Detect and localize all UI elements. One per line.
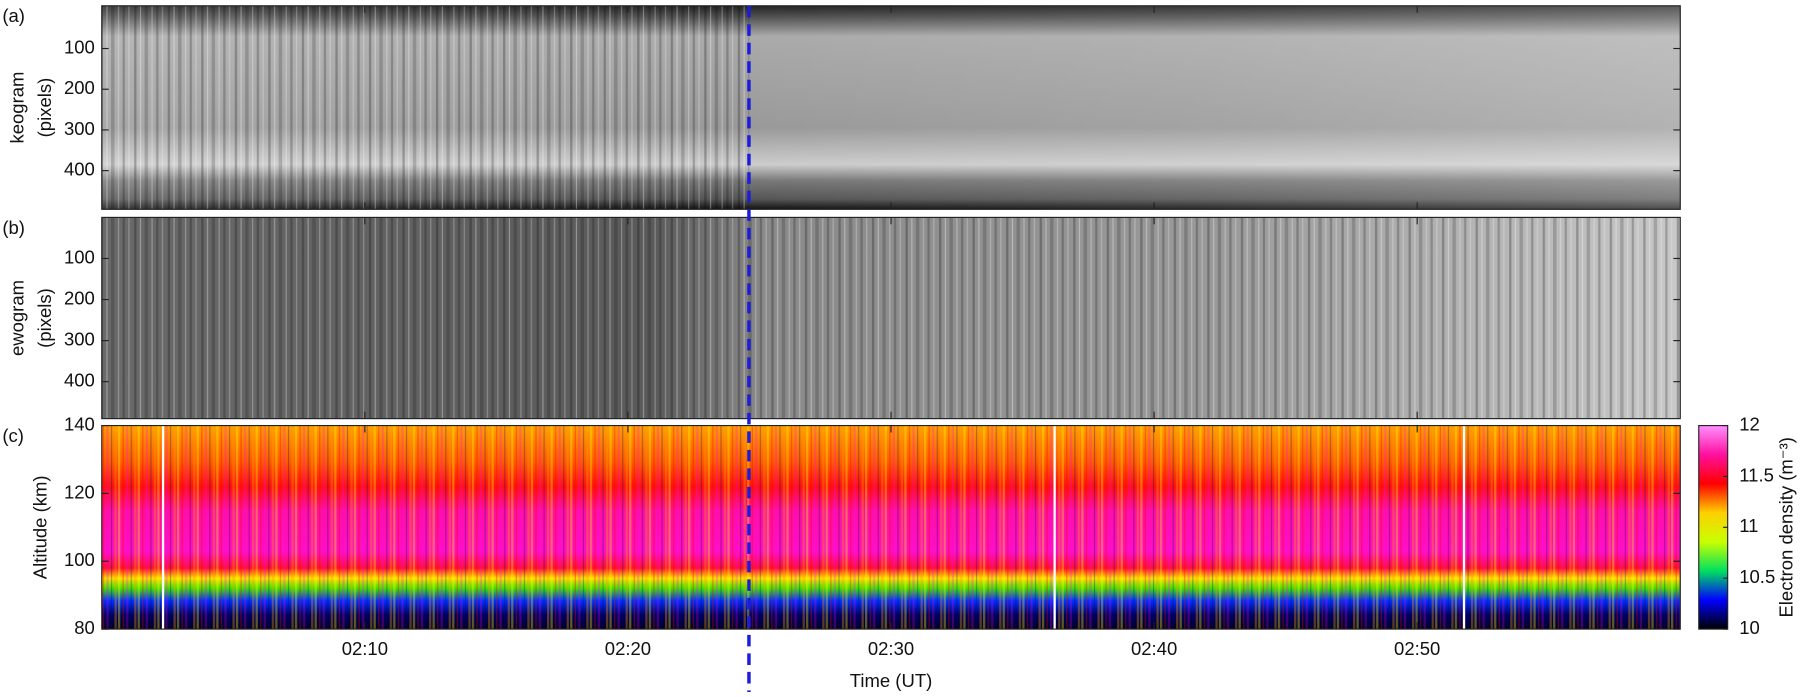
y-tick-label: 80 — [74, 617, 95, 638]
y-tick-label: 140 — [64, 413, 95, 434]
panel-a-image — [101, 5, 1681, 210]
y-tick-label: 200 — [64, 287, 95, 308]
y-axis-label: ewogram — [6, 280, 27, 356]
colorbar-tick-label: 11.5 — [1739, 464, 1774, 485]
y-tick-label: 400 — [64, 159, 95, 180]
panel-c-heatmap — [101, 425, 1681, 630]
y-axis-label: keogram — [6, 72, 27, 144]
colorbar-tick-label: 10.5 — [1739, 566, 1775, 587]
y-tick-label: 300 — [64, 328, 95, 349]
y-tick-label: 100 — [64, 36, 95, 57]
colorbar-label: Electron density (m⁻³) — [1776, 437, 1797, 617]
y-tick-label: 300 — [64, 118, 95, 139]
x-tick-label: 02:50 — [1394, 638, 1440, 659]
panel-label: (a) — [2, 5, 25, 26]
x-axis-label: Time (UT) — [850, 670, 933, 691]
x-tick-label: 02:20 — [605, 638, 651, 659]
x-tick-label: 02:30 — [868, 638, 914, 659]
y-tick-label: 100 — [64, 549, 95, 570]
y-tick-label: 400 — [64, 370, 95, 391]
y-axis-label: Altitude (km) — [30, 475, 51, 579]
y-tick-label: 100 — [64, 246, 95, 267]
colorbar-tick-label: 12 — [1739, 413, 1760, 434]
colorbar-tick-label: 10 — [1739, 617, 1760, 638]
y-tick-label: 200 — [64, 77, 95, 98]
panel-b-image — [101, 217, 1681, 419]
y-tick-label: 120 — [64, 481, 95, 502]
panel-label: (b) — [2, 217, 25, 238]
y-axis-label: (pixels) — [34, 288, 55, 348]
x-tick-label: 02:40 — [1131, 638, 1177, 659]
colorbar — [1698, 424, 1729, 630]
panel-label: (c) — [2, 425, 24, 446]
y-axis-label: (pixels) — [34, 78, 55, 138]
x-tick-label: 02:10 — [342, 638, 388, 659]
colorbar-tick-label: 11 — [1739, 515, 1758, 536]
